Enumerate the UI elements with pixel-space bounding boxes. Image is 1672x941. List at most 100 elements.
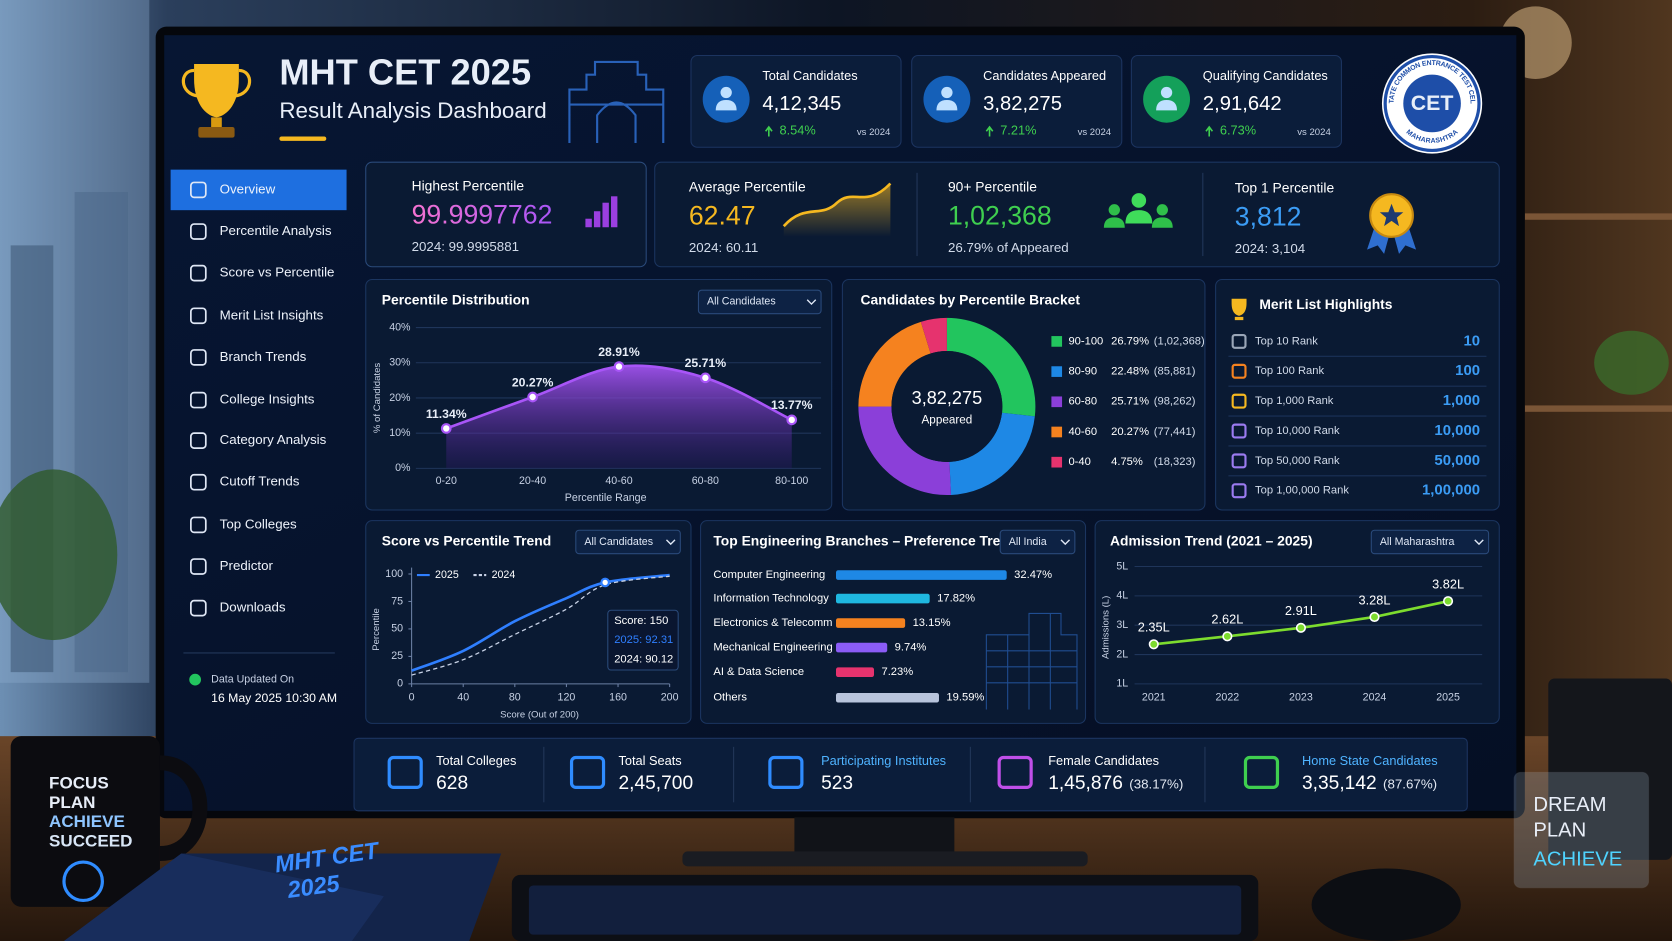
mug-text: SUCCEED xyxy=(49,831,132,850)
summary-value: 628 xyxy=(436,773,468,794)
legend-count: (77,441) xyxy=(1154,426,1196,438)
trophy-base xyxy=(198,126,235,138)
monitor-neck xyxy=(794,817,955,856)
nav-item[interactable]: Overview xyxy=(220,181,276,196)
filter-label[interactable]: All Candidates xyxy=(707,296,776,308)
summary-icon xyxy=(768,755,804,789)
x-axis-label: Score (Out of 200) xyxy=(500,709,579,720)
nav-item[interactable]: College Insights xyxy=(220,392,315,407)
stat-label: Total Candidates xyxy=(762,68,857,83)
bar xyxy=(836,642,888,653)
nav-item[interactable]: Score vs Percentile xyxy=(220,265,335,280)
kpi-wave xyxy=(782,182,892,228)
merit-value: 1,00,000 xyxy=(1422,482,1480,499)
nav-item[interactable]: Merit List Insights xyxy=(220,307,324,322)
legend-value: 25.71% xyxy=(1111,396,1149,408)
icon-head xyxy=(941,86,953,99)
mug xyxy=(10,736,160,907)
panel-title: Candidates by Percentile Bracket xyxy=(861,292,1081,308)
stat-icon-bg xyxy=(702,75,750,123)
legend-count: (85,881) xyxy=(1154,366,1196,378)
plant xyxy=(0,469,118,641)
filter-dropdown[interactable] xyxy=(1370,529,1490,555)
updated-label: Data Updated On xyxy=(211,673,294,685)
filter-label[interactable]: All Maharashtra xyxy=(1380,536,1455,548)
value-label: 32.47% xyxy=(1014,569,1052,581)
logo-core xyxy=(1403,74,1461,133)
category-label: AI & Data Science xyxy=(713,666,804,678)
value-label: 11.34% xyxy=(426,407,467,421)
kpi-bar-icon xyxy=(602,202,609,228)
nav-item[interactable]: Top Colleges xyxy=(220,516,297,531)
point xyxy=(527,391,538,403)
filter-label[interactable]: All India xyxy=(1009,536,1047,548)
legend-swatch xyxy=(1051,366,1063,377)
y-tick-label: 4L xyxy=(1116,590,1128,602)
point xyxy=(440,423,452,434)
kpi-value: 62.47 xyxy=(689,201,756,231)
nav-item[interactable]: Category Analysis xyxy=(220,432,327,447)
stat-card xyxy=(911,54,1123,148)
mug-text: PLAN xyxy=(49,793,95,812)
merit-trophy xyxy=(1231,298,1247,321)
nav-item[interactable]: Downloads xyxy=(220,600,286,615)
legend-count: (1,02,368) xyxy=(1154,335,1205,347)
value-label: 2.35L xyxy=(1138,620,1170,635)
nav-item[interactable]: Cutoff Trends xyxy=(220,474,300,489)
legend-label: 60-80 xyxy=(1068,396,1097,408)
up-arrow xyxy=(764,125,773,137)
merit-label: Top 10 Rank xyxy=(1255,335,1318,347)
point xyxy=(1295,622,1306,633)
legend-swatch xyxy=(1051,336,1063,347)
x-tick-label: 20-40 xyxy=(519,475,546,487)
line xyxy=(411,573,670,672)
filter-dropdown[interactable] xyxy=(697,289,822,315)
nav-item[interactable]: Branch Trends xyxy=(220,349,307,364)
kpi-value: 99.9997762 xyxy=(412,200,553,230)
value-label: 2.91L xyxy=(1285,603,1317,618)
kpi-strip xyxy=(654,161,1500,268)
legend-value: 22.48% xyxy=(1111,366,1149,378)
y-axis-label: % of Candidates xyxy=(372,363,383,434)
monitor-base xyxy=(682,851,1088,867)
bar xyxy=(836,570,1007,580)
nav-item[interactable]: Predictor xyxy=(220,558,274,573)
legend-label: 40-60 xyxy=(1068,426,1097,438)
stat-change: 6.73% xyxy=(1220,123,1256,138)
kpi-bar-icon xyxy=(611,196,618,228)
legend-value: 4.75% xyxy=(1111,456,1143,468)
y-tick-label: 1L xyxy=(1116,678,1128,690)
nav-active[interactable] xyxy=(170,169,347,211)
sign-text: DREAM xyxy=(1533,794,1606,816)
value-label: 25.71% xyxy=(685,356,727,370)
merit-icon xyxy=(1231,423,1247,439)
merit-value: 50,000 xyxy=(1434,452,1480,469)
merit-label: Top 10,000 Rank xyxy=(1255,425,1340,437)
summary-value: 3,35,142 xyxy=(1302,773,1377,794)
filter-dropdown[interactable] xyxy=(999,529,1076,555)
nav-icon xyxy=(190,181,207,199)
nav-icon xyxy=(190,223,207,240)
stat-value: 2,91,642 xyxy=(1203,93,1282,115)
legend-label: 80-90 xyxy=(1068,366,1097,378)
trophy-handles xyxy=(181,68,252,98)
filter-dropdown[interactable] xyxy=(575,529,681,555)
value-label: 7.23% xyxy=(881,666,913,678)
x-tick-label: 80-100 xyxy=(775,475,808,487)
y-axis-label: Admissions (L) xyxy=(1100,596,1111,659)
icon-head xyxy=(1108,204,1120,216)
icon-head xyxy=(1160,86,1173,99)
donut-hole xyxy=(891,351,1003,462)
x-tick-label: 2025 xyxy=(1436,692,1460,704)
merit-label: Top 50,000 Rank xyxy=(1255,455,1340,467)
medal-star xyxy=(1379,203,1404,227)
nav-item[interactable]: Percentile Analysis xyxy=(220,223,332,238)
x-tick-label: 0 xyxy=(409,692,415,704)
nav-icon xyxy=(190,349,207,366)
tooltip-line: 2024: 90.12 xyxy=(614,653,673,665)
keyboard-glow xyxy=(528,885,1242,935)
icon-body xyxy=(936,99,958,111)
summary-label: Participating Institutes xyxy=(821,753,946,768)
filter-label[interactable]: All Candidates xyxy=(584,536,653,548)
